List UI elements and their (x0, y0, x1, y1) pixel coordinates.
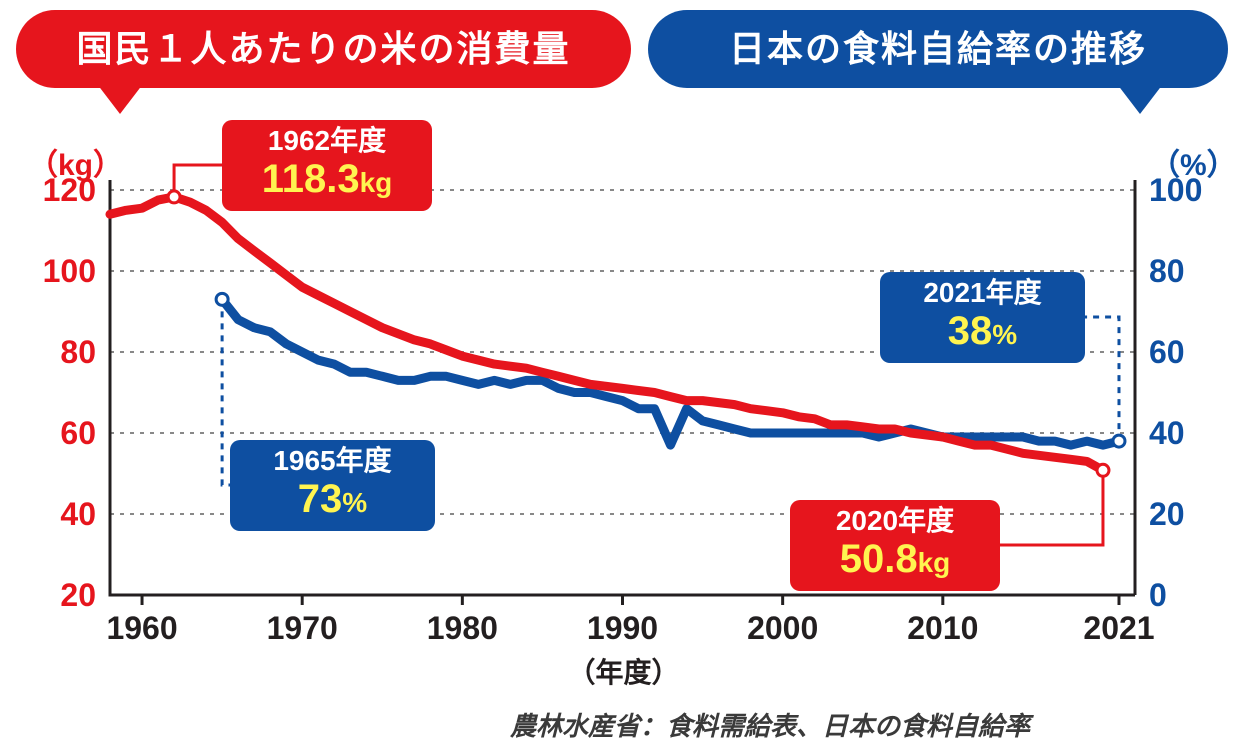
callout-blue-1965: 1965年度 73% (230, 440, 435, 531)
callout-blue-2021: 2021年度 38% (880, 272, 1085, 363)
callout-blue-2021-value: 38 (948, 309, 993, 353)
svg-text:2000: 2000 (747, 610, 818, 646)
callout-blue-2021-unit: % (992, 319, 1017, 350)
svg-text:2010: 2010 (907, 610, 978, 646)
callout-blue-1965-value: 73 (298, 477, 343, 521)
callout-red-2020: 2020年度 50.8kg (790, 500, 1000, 591)
svg-text:60: 60 (1149, 334, 1185, 370)
svg-text:2021: 2021 (1083, 610, 1154, 646)
callout-blue-2021-year: 2021年度 (894, 278, 1071, 309)
svg-text:120: 120 (43, 172, 96, 208)
callout-red-2020-value: 50.8 (840, 537, 918, 581)
svg-text:100: 100 (1149, 172, 1202, 208)
callout-red-1962-unit: kg (360, 167, 393, 198)
callout-blue-1965-year: 1965年度 (244, 446, 421, 477)
svg-text:80: 80 (1149, 253, 1185, 289)
svg-text:60: 60 (60, 415, 96, 451)
svg-text:0: 0 (1149, 577, 1167, 613)
svg-text:1960: 1960 (106, 610, 177, 646)
svg-text:1980: 1980 (427, 610, 498, 646)
callout-red-1962-value: 118.3 (262, 157, 360, 201)
svg-text:40: 40 (1149, 415, 1185, 451)
x-axis-label: （年度） (568, 651, 680, 691)
callout-red-2020-year: 2020年度 (804, 506, 986, 537)
chart-svg: 20 40 60 80 100 120 0 20 40 60 80 100 1960 1970 1980 19… (0, 0, 1240, 750)
callout-blue-1965-unit: % (342, 487, 367, 518)
svg-text:40: 40 (60, 496, 96, 532)
callout-red-1962: 1962年度 118.3kg (222, 120, 432, 211)
callout-red-1962-year: 1962年度 (236, 126, 418, 157)
callout-red-2020-unit: kg (918, 547, 951, 578)
svg-text:1970: 1970 (267, 610, 338, 646)
svg-text:100: 100 (43, 253, 96, 289)
source-line: 農林水産省：食料需給表、日本の食料自給率 (510, 706, 1030, 743)
svg-text:80: 80 (60, 334, 96, 370)
svg-text:20: 20 (1149, 496, 1185, 532)
svg-text:1990: 1990 (587, 610, 658, 646)
svg-text:20: 20 (60, 577, 96, 613)
